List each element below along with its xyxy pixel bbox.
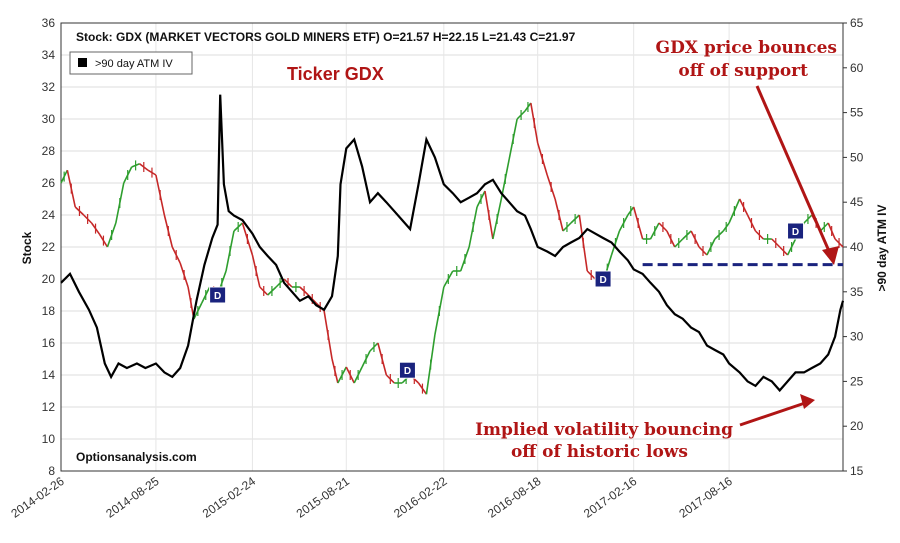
dividend-marker-label: D bbox=[599, 275, 606, 286]
left-tick-label: 28 bbox=[42, 144, 56, 158]
support-annotation-line2: off of support bbox=[678, 61, 808, 81]
right-tick-label: 35 bbox=[850, 285, 864, 299]
iv-annotation-line2: off of historic lows bbox=[511, 442, 688, 462]
dividend-marker-label: D bbox=[404, 366, 411, 377]
dividend-marker bbox=[398, 361, 416, 379]
iv-arrowhead bbox=[800, 394, 815, 409]
dividend-marker bbox=[209, 286, 227, 304]
iv-arrow-line bbox=[739, 400, 809, 427]
left-tick-label: 22 bbox=[42, 240, 56, 254]
legend-box bbox=[69, 51, 193, 75]
left-tick-label: 24 bbox=[42, 208, 56, 222]
dividend-marker bbox=[787, 222, 805, 240]
source-label: Optionsanalysis.com bbox=[76, 450, 197, 464]
dividend-marker-label: D bbox=[792, 227, 799, 238]
dividend-markers: D D D D bbox=[209, 222, 805, 379]
left-tick-label: 34 bbox=[42, 48, 56, 62]
support-annotation-line1: GDX price bounces bbox=[656, 38, 837, 58]
left-tick-label: 18 bbox=[42, 304, 56, 318]
left-tick-label: 12 bbox=[42, 400, 56, 414]
support-arrowhead bbox=[822, 246, 839, 265]
iv-annotation-line1: Implied volatility bouncing bbox=[475, 420, 733, 440]
support-arrow-line bbox=[755, 85, 834, 259]
right-tick-label: 60 bbox=[850, 61, 864, 75]
dividend-marker bbox=[594, 270, 612, 288]
left-axis-title: Stock bbox=[20, 231, 34, 264]
legend-swatch bbox=[78, 58, 87, 67]
iv-series-line bbox=[60, 94, 845, 393]
left-axis: 8 10 12 14 16 18 20 22 24 26 28 30 32 34 36 bbox=[42, 16, 56, 478]
right-tick-label: 45 bbox=[850, 195, 864, 209]
right-tick-label: 25 bbox=[850, 374, 864, 388]
left-tick-label: 32 bbox=[42, 80, 56, 94]
right-axis-title: >90 day ATM IV bbox=[875, 204, 889, 291]
right-tick-label: 50 bbox=[850, 150, 864, 164]
left-tick-label: 20 bbox=[42, 272, 56, 286]
right-tick-label: 20 bbox=[850, 419, 864, 433]
dividend-marker-label: D bbox=[214, 291, 221, 302]
right-tick-label: 40 bbox=[850, 240, 864, 254]
left-tick-label: 30 bbox=[42, 112, 56, 126]
left-tick-label: 16 bbox=[42, 336, 56, 350]
right-tick-label: 30 bbox=[850, 330, 864, 344]
legend-label: >90 day ATM IV bbox=[95, 58, 173, 70]
left-tick-label: 8 bbox=[48, 464, 55, 478]
left-tick-label: 26 bbox=[42, 176, 56, 190]
ticker-annotation: Ticker GDX bbox=[287, 64, 384, 84]
left-tick-label: 36 bbox=[42, 16, 56, 30]
chart-header: Stock: GDX (MARKET VECTORS GOLD MINERS E… bbox=[76, 30, 576, 44]
right-tick-label: 65 bbox=[850, 16, 864, 30]
right-tick-label: 55 bbox=[850, 106, 864, 120]
right-tick-label: 15 bbox=[850, 464, 864, 478]
right-axis: 15 20 25 30 35 40 45 50 55 60 65 bbox=[843, 16, 864, 478]
left-tick-label: 10 bbox=[42, 432, 56, 446]
left-tick-label: 14 bbox=[42, 368, 56, 382]
